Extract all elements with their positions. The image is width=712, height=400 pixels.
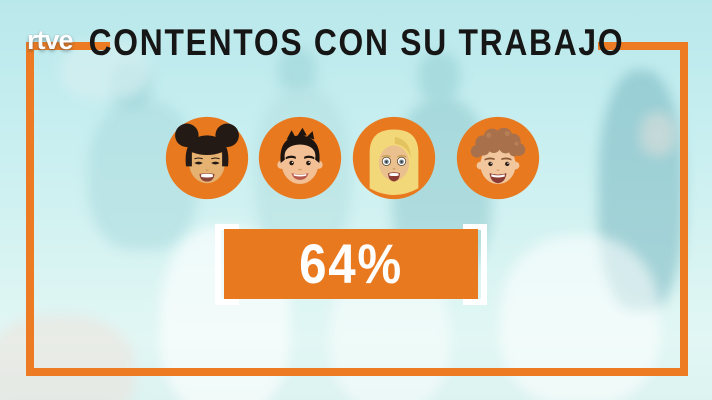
background-person-silhouette [418,52,460,100]
right-bracket-icon [463,224,487,305]
background-highlight [60,40,150,100]
rtve-logo: rtve [27,25,74,55]
frame-left-segment [26,42,34,376]
stat-value: 64% [299,232,403,295]
frame-bottom-segment [26,368,688,376]
frame-top-left-segment [26,42,110,50]
avatar-man-black-spiky-hair-icon [258,116,342,200]
background-person-silhouette [278,48,316,92]
avatar-woman-blonde-long-hair-icon [352,116,436,200]
background-pink-tint [0,315,135,400]
stat-callout: 64% [215,224,487,305]
avatar-man-curly-brown-hair-icon [456,116,540,200]
frame-right-segment [680,42,688,376]
frame-top-right-segment [598,42,688,50]
page-title: CONTENTOS CON SU TRABAJO [88,22,624,63]
stat-box: 64% [224,229,478,299]
background-person-silhouette [640,112,676,156]
left-bracket-icon [215,224,239,305]
avatar-woman-black-buns-icon [165,116,249,200]
header: CONTENTOS CON SU TRABAJO [0,22,712,64]
